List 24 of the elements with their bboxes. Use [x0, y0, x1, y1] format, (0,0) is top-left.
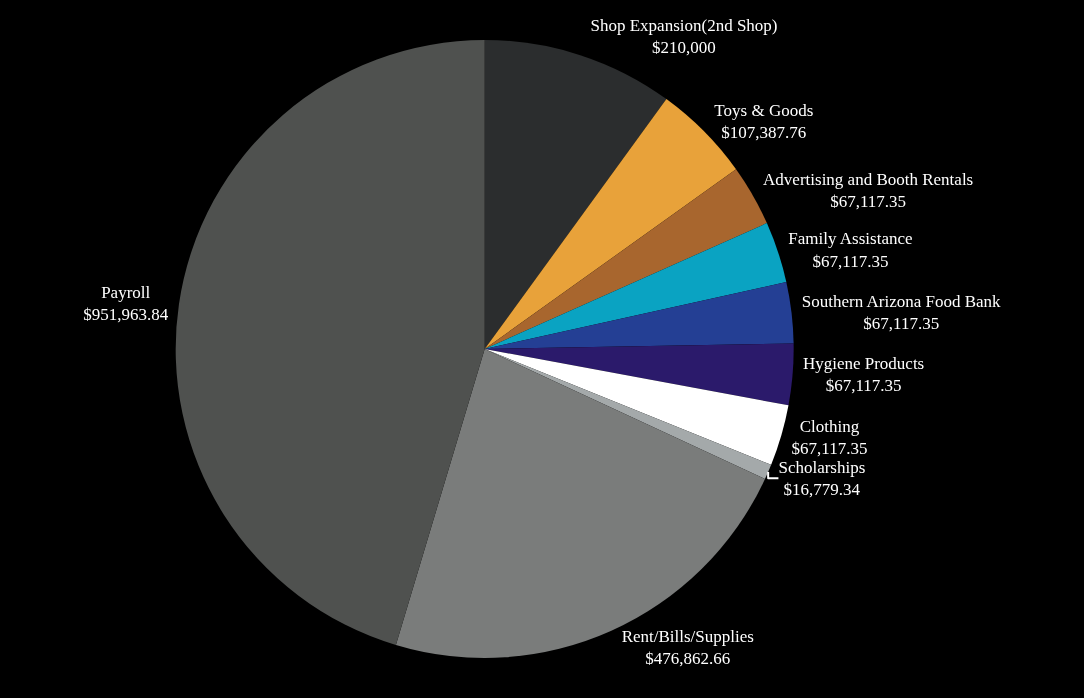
slice-label: Rent/Bills/Supplies — [621, 627, 754, 647]
data-label: $67,117.35 — [830, 191, 907, 211]
slice-label: Toys & Goods — [714, 100, 814, 120]
slice-label: Advertising and Booth Rentals — [763, 169, 974, 189]
slice-label: Family Assistance — [788, 229, 913, 249]
data-label: $476,862.66 — [645, 649, 731, 669]
pie-slice — [484, 281, 794, 349]
slice-label: Shop Expansion(2nd Shop) — [590, 16, 778, 36]
data-label: $67,117.35 — [863, 313, 940, 333]
slice-label: Payroll — [101, 283, 151, 303]
data-label: $951,963.84 — [83, 305, 169, 325]
data-label: $107,387.76 — [721, 122, 807, 142]
pie-slice — [175, 40, 485, 645]
slice-label: Clothing — [799, 416, 860, 436]
slice-label: Hygiene Products — [802, 354, 925, 374]
data-label: $67,117.35 — [791, 438, 868, 458]
data-label: $210,000 — [652, 38, 716, 58]
pie-slice — [484, 223, 787, 349]
slice-label: Scholarships — [778, 457, 866, 477]
data-label: $67,117.35 — [825, 376, 902, 396]
data-label: $67,117.35 — [812, 251, 889, 271]
slice-label: Southern Arizona Food Bank — [801, 291, 1002, 311]
pie-slice — [484, 343, 794, 406]
data-label: $16,779.34 — [783, 479, 861, 499]
